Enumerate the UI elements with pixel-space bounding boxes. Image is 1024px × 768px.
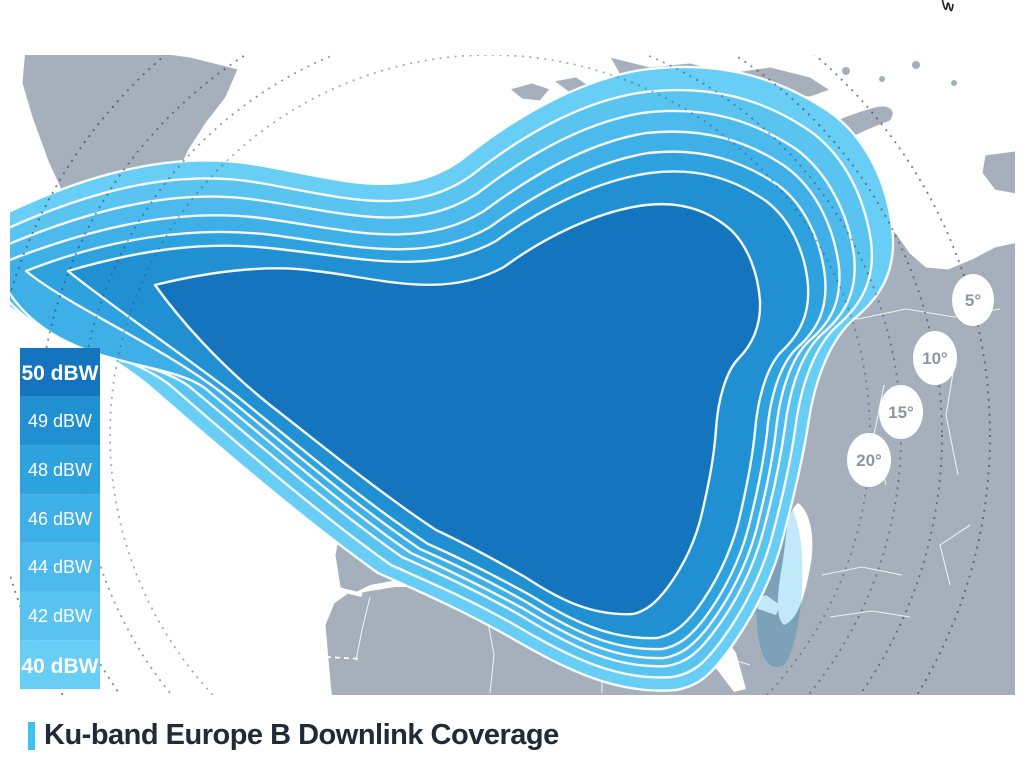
legend-label-44dbw: 44 dBW [28,557,92,577]
legend-swatch-49dbw [20,396,100,446]
elevation-badge-10deg [913,331,957,385]
elevation-labels: 5° 10° 15° 20° [847,274,994,487]
legend-swatch-42dbw [20,591,100,641]
legend-label-42dbw: 42 dBW [28,606,92,626]
elevation-label-5deg: 5° [965,291,981,310]
legend-swatch-46dbw [20,494,100,543]
coverage-map-svg: 5° 10° 15° 20° 50 dBW 49 dBW 48 dBW [10,55,1015,695]
elevation-arc-5deg [10,55,991,695]
legend-label-50dbw: 50 dBW [21,362,98,385]
elevation-badge-15deg [879,385,923,439]
strait-of-gibraltar [337,587,363,597]
map-title-row: Ku-band Europe B Downlink Coverage [28,719,559,752]
legend-label-48dbw: 48 dBW [28,460,92,480]
western-sahara-dashed-border [325,656,363,660]
elevation-label-20deg: 20° [856,451,882,470]
elevation-label-15deg: 15° [888,403,914,422]
coverage-map: 5° 10° 15° 20° 50 dBW 49 dBW 48 dBW [10,55,1015,695]
elevation-badge-20deg [847,433,891,487]
legend-swatch-40dbw [20,640,100,690]
legend-label-40dbw: 40 dBW [21,655,98,678]
legend-swatch-50dbw [20,348,100,397]
elevation-badge-5deg [952,274,994,326]
page-title: Ku-band Europe B Downlink Coverage [44,719,559,751]
elevation-arc-10deg [37,55,943,695]
legend-label-49dbw: 49 dBW [28,411,92,431]
title-accent-bar [28,721,35,750]
legend-label-46dbw: 46 dBW [28,509,92,529]
legend-swatch-48dbw [20,445,100,495]
legend-swatch-44dbw [20,542,100,592]
elevation-label-10deg: 10° [922,349,948,368]
arctic-corner-land [981,150,1015,195]
legend: 50 dBW 49 dBW 48 dBW 46 dBW 44 dBW 42 dB… [20,348,100,690]
mouse-cursor-icon [941,0,954,12]
